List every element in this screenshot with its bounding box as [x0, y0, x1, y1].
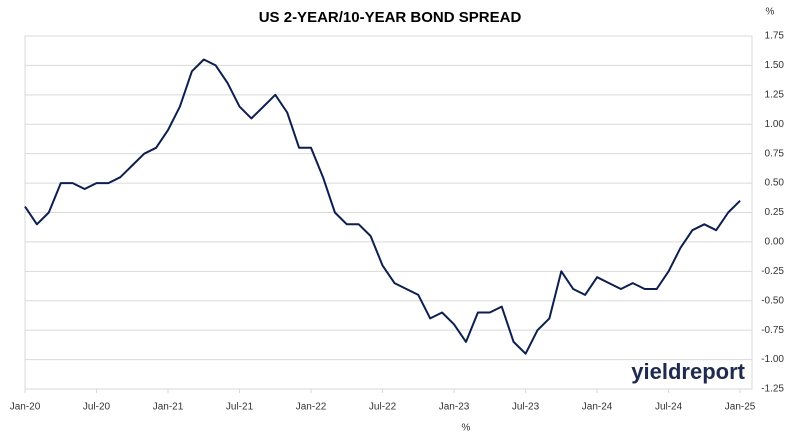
y-tick-label: 0.50: [765, 178, 785, 189]
x-tick-label: Jul-20: [83, 402, 111, 413]
x-tick-label: Jul-24: [655, 402, 683, 413]
y-tick-label: -0.50: [761, 295, 784, 306]
y-unit: %: [766, 7, 775, 18]
series-line: [24, 58, 741, 355]
y-tick-label: -1.25: [761, 384, 784, 395]
x-tick-label: Jul-23: [512, 402, 540, 413]
y-tick-label: -1.00: [761, 354, 784, 365]
y-tick-label: 1.75: [765, 31, 785, 42]
y-tick-label: 0.25: [765, 207, 785, 218]
chart-title: US 2-YEAR/10-YEAR BOND SPREAD: [259, 9, 522, 26]
x-tick-label: Jan-20: [10, 402, 41, 413]
y-tick-label: -0.25: [761, 266, 784, 277]
x-tick-label: Jan-24: [582, 402, 613, 413]
y-tick-label: -0.75: [761, 325, 784, 336]
y-tick-label: 0.00: [765, 237, 785, 248]
x-tick-label: Jan-23: [439, 402, 470, 413]
x-tick-label: Jan-22: [296, 402, 327, 413]
y-tick-label: 0.75: [765, 148, 785, 159]
y-tick-label: 1.50: [765, 60, 785, 71]
x-tick-label: Jul-22: [369, 402, 397, 413]
x-tick-label: Jan-21: [153, 402, 184, 413]
x-unit: %: [462, 423, 471, 434]
y-tick-label: 1.00: [765, 119, 785, 130]
x-tick-label: Jan-25: [725, 402, 756, 413]
y-tick-label: 1.25: [765, 89, 785, 100]
logo: yieldreport: [631, 359, 745, 384]
x-tick-label: Jul-21: [226, 402, 254, 413]
